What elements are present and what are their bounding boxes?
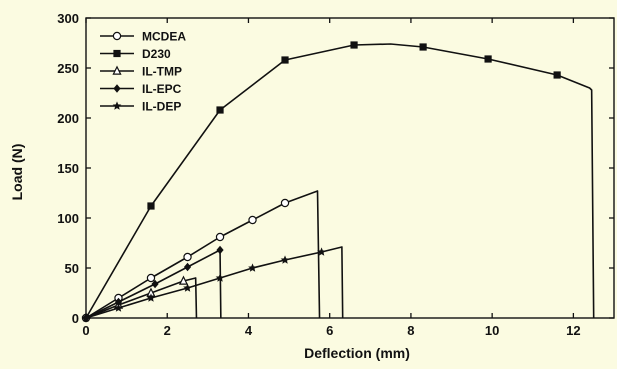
data-point-mcdea <box>183 252 192 262</box>
legend-label: MCDEA <box>142 30 186 44</box>
y-axis-title: Load (N) <box>9 144 25 201</box>
legend-label: D230 <box>142 47 171 61</box>
data-point-il-epc <box>183 262 192 272</box>
data-point-il-dep <box>183 283 192 292</box>
legend-item-il-dep: IL-DEP <box>100 100 181 114</box>
data-point-il-epc <box>114 297 123 307</box>
y-tick-label: 100 <box>57 211 79 226</box>
x-axis-title: Deflection (mm) <box>304 345 410 361</box>
axes: 0 2 4 6 8 10 12 0 50 100 150 200 250 300 <box>57 11 615 338</box>
data-point-mcdea <box>280 198 290 208</box>
plot-frame <box>85 17 615 319</box>
legend-marker <box>112 31 122 41</box>
data-point-il-dep <box>215 273 225 282</box>
legend-item-mcdea: MCDEA <box>100 30 186 44</box>
series-il-dep <box>81 246 344 322</box>
data-point-il-epc <box>216 245 224 255</box>
data-point-il-dep <box>317 247 326 256</box>
legend-marker <box>112 101 122 110</box>
series-d230 <box>85 41 595 319</box>
y-tick-label: 300 <box>57 11 79 26</box>
legend-item-d230: D230 <box>100 47 171 61</box>
data-point-d230 <box>419 43 427 51</box>
x-tick-label: 0 <box>82 323 89 338</box>
data-point-il-dep <box>280 255 290 264</box>
data-point-d230 <box>350 41 358 49</box>
data-point-d230 <box>281 56 289 64</box>
data-point-il-epc <box>151 279 159 289</box>
data-point-d230 <box>553 71 561 79</box>
data-point-d230 <box>147 202 155 210</box>
data-point-mcdea <box>146 273 156 283</box>
legend-label: IL-DEP <box>142 100 181 114</box>
y-tick-label: 150 <box>57 161 79 176</box>
data-point-d230 <box>216 106 224 114</box>
legend: MCDEA D230 IL-TMP IL-EPC IL-DEP <box>100 30 186 114</box>
legend-marker <box>113 84 121 93</box>
legend-item-il-tmp: IL-TMP <box>100 65 182 79</box>
series-il-epc <box>82 245 224 323</box>
data-point-il-dep <box>248 263 257 272</box>
x-tick-label: 2 <box>164 323 171 338</box>
data-point-il-dep <box>81 313 91 322</box>
y-tick-label: 250 <box>57 61 79 76</box>
x-tick-label: 4 <box>245 323 253 338</box>
series-line-il-epc <box>85 249 222 319</box>
x-tick-label: 10 <box>485 323 499 338</box>
series-line-il-dep <box>85 246 344 319</box>
legend-marker <box>113 49 121 58</box>
data-point-d230 <box>484 55 492 63</box>
y-tick-label: 200 <box>57 111 79 126</box>
legend-item-il-epc: IL-EPC <box>100 82 182 96</box>
plot-series <box>81 41 595 323</box>
series-line-d230 <box>85 43 595 319</box>
data-point-il-tmp <box>178 275 189 285</box>
legend-marker <box>112 65 122 75</box>
legend-label: IL-TMP <box>142 65 182 79</box>
data-point-il-dep <box>146 293 156 302</box>
y-tick-label: 50 <box>65 261 79 276</box>
legend-label: IL-EPC <box>142 82 182 96</box>
data-point-mcdea <box>215 232 225 242</box>
x-tick-label: 12 <box>566 323 580 338</box>
data-point-il-dep <box>114 303 123 312</box>
x-tick-label: 6 <box>326 323 333 338</box>
data-point-mcdea <box>248 215 257 225</box>
y-tick-label: 0 <box>72 311 79 326</box>
x-tick-label: 8 <box>407 323 414 338</box>
